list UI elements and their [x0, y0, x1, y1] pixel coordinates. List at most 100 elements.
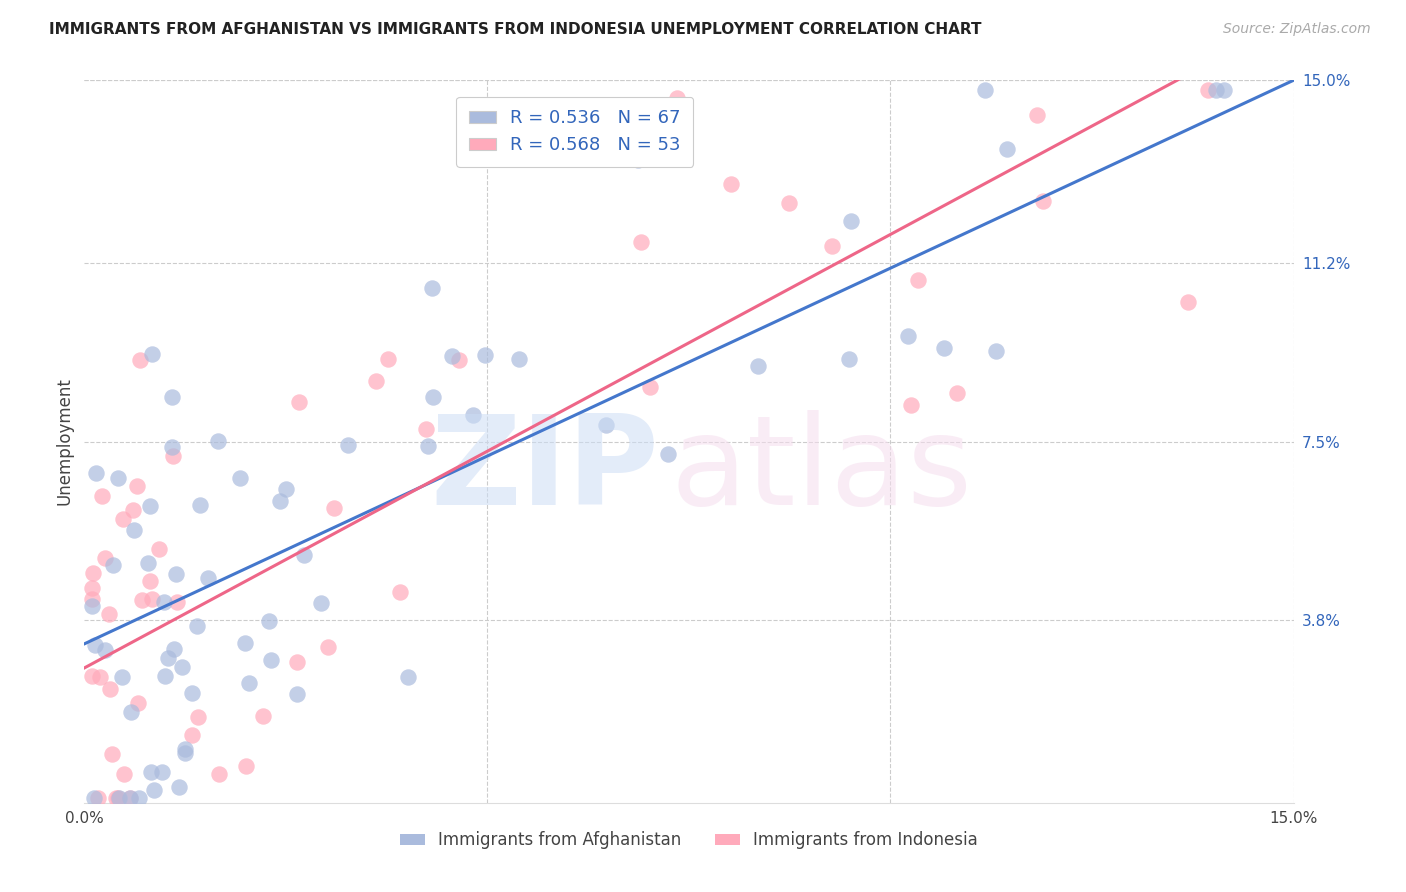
- Point: [98, 681, 121, 696]
- Point: [720, 177, 742, 191]
- Point: [260, 653, 283, 667]
- Point: [900, 398, 922, 412]
- Point: [120, 791, 142, 805]
- Text: IMMIGRANTS FROM AFGHANISTAN VS IMMIGRANTS FROM INDONESIA UNEMPLOYMENT CORRELATIO: IMMIGRANTS FROM AFGHANISTAN VS IMMIGRANT…: [49, 22, 981, 37]
- Point: [101, 747, 124, 761]
- Point: [839, 214, 862, 228]
- Point: [422, 281, 444, 295]
- Text: Source: ZipAtlas.com: Source: ZipAtlas.com: [1223, 22, 1371, 37]
- Point: [946, 386, 969, 401]
- Point: [87, 791, 110, 805]
- Point: [181, 728, 204, 742]
- Point: [252, 709, 274, 723]
- Point: [174, 746, 197, 760]
- Point: [103, 558, 125, 573]
- Point: [207, 434, 229, 449]
- Point: [292, 548, 315, 562]
- Point: [153, 595, 176, 609]
- Point: [269, 494, 291, 508]
- Point: [995, 142, 1018, 156]
- Point: [627, 153, 650, 168]
- Point: [235, 759, 257, 773]
- Point: [1197, 83, 1219, 97]
- Point: [377, 351, 399, 366]
- Point: [285, 687, 308, 701]
- Point: [111, 670, 134, 684]
- Point: [238, 675, 260, 690]
- Point: [415, 422, 437, 436]
- Point: [107, 471, 129, 485]
- Point: [309, 596, 332, 610]
- Point: [316, 640, 339, 654]
- Point: [337, 437, 360, 451]
- Point: [172, 660, 194, 674]
- Point: [167, 780, 190, 794]
- Point: [1177, 294, 1199, 309]
- Point: [747, 359, 769, 373]
- Point: [233, 636, 256, 650]
- Y-axis label: Unemployment: Unemployment: [55, 377, 73, 506]
- Point: [188, 498, 211, 512]
- Point: [897, 329, 920, 343]
- Point: [141, 592, 163, 607]
- Point: [208, 767, 231, 781]
- Point: [162, 642, 184, 657]
- Point: [107, 791, 129, 805]
- Point: [274, 482, 297, 496]
- Point: [160, 390, 183, 404]
- Point: [229, 470, 252, 484]
- Point: [973, 83, 995, 97]
- Point: [285, 656, 308, 670]
- Point: [131, 593, 153, 607]
- Point: [160, 441, 183, 455]
- Point: [82, 669, 104, 683]
- Point: [83, 791, 105, 805]
- Point: [396, 670, 419, 684]
- Point: [186, 619, 208, 633]
- Point: [89, 670, 111, 684]
- Point: [84, 638, 107, 652]
- Point: [148, 542, 170, 557]
- Point: [322, 501, 344, 516]
- Point: [416, 440, 439, 454]
- Point: [1026, 108, 1049, 122]
- Point: [1032, 194, 1054, 208]
- Point: [153, 669, 176, 683]
- Point: [474, 348, 496, 362]
- Point: [94, 643, 117, 657]
- Point: [166, 595, 188, 609]
- Point: [461, 408, 484, 422]
- Point: [112, 766, 135, 780]
- Text: ZIP: ZIP: [430, 410, 659, 531]
- Point: [838, 351, 860, 366]
- Point: [141, 347, 163, 361]
- Point: [657, 447, 679, 461]
- Point: [257, 614, 280, 628]
- Point: [139, 499, 162, 513]
- Point: [127, 697, 149, 711]
- Point: [288, 395, 311, 409]
- Point: [422, 390, 444, 404]
- Point: [142, 782, 165, 797]
- Point: [389, 585, 412, 599]
- Point: [90, 489, 112, 503]
- Point: [595, 417, 617, 432]
- Point: [118, 790, 141, 805]
- Point: [180, 686, 202, 700]
- Legend: Immigrants from Afghanistan, Immigrants from Indonesia: Immigrants from Afghanistan, Immigrants …: [394, 824, 984, 856]
- Point: [82, 566, 104, 581]
- Point: [120, 706, 142, 720]
- Text: atlas: atlas: [671, 410, 973, 531]
- Point: [129, 352, 152, 367]
- Point: [94, 551, 117, 566]
- Point: [366, 374, 388, 388]
- Point: [108, 791, 131, 805]
- Point: [1212, 83, 1234, 97]
- Point: [122, 502, 145, 516]
- Point: [197, 571, 219, 585]
- Point: [122, 523, 145, 537]
- Point: [82, 592, 104, 607]
- Point: [127, 479, 149, 493]
- Point: [162, 449, 184, 463]
- Point: [665, 91, 688, 105]
